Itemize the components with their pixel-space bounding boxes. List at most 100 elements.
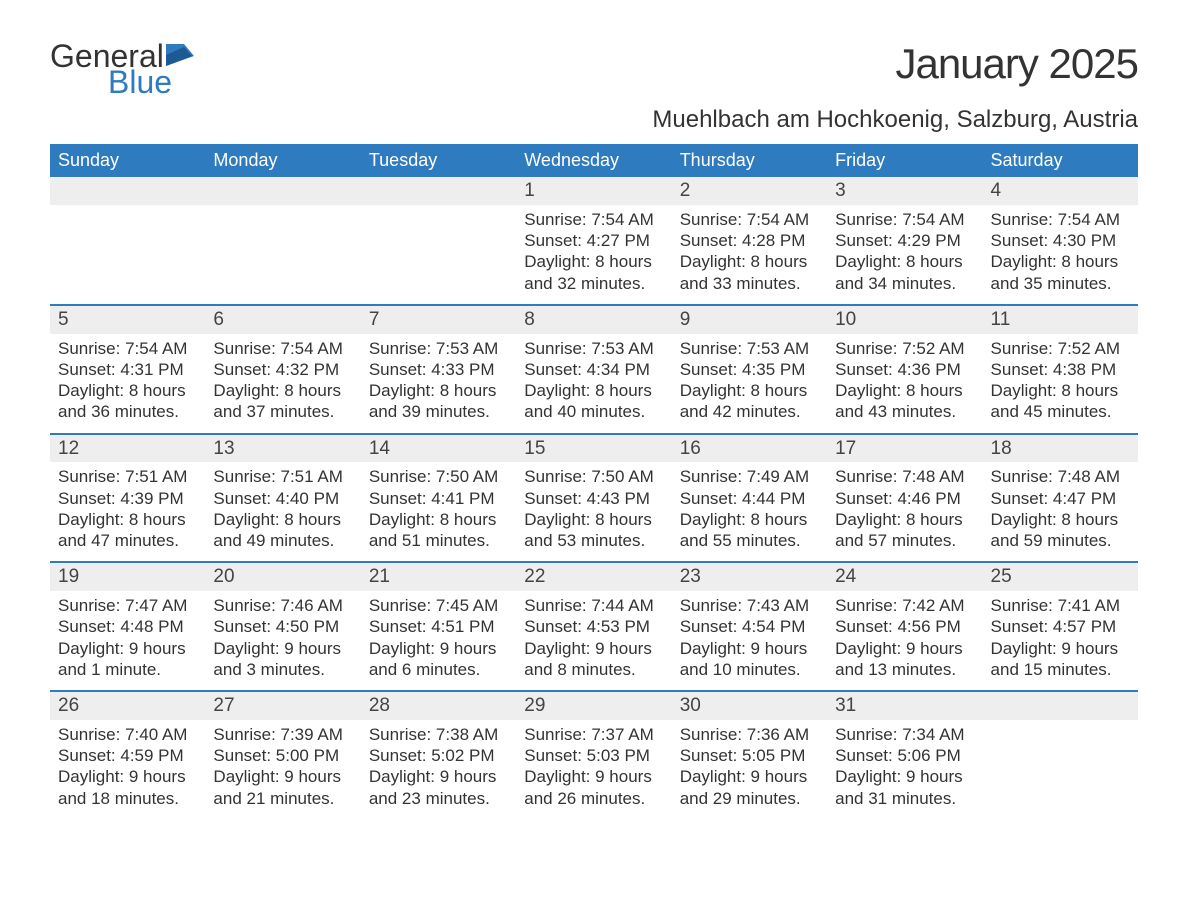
sunset-text: Sunset: 4:30 PM	[991, 230, 1130, 251]
daylight-text: Daylight: 8 hours and 49 minutes.	[213, 509, 352, 552]
sunrise-text: Sunrise: 7:52 AM	[835, 338, 974, 359]
calendar-day-content: Sunrise: 7:38 AMSunset: 5:02 PMDaylight:…	[361, 720, 516, 819]
sunrise-text: Sunrise: 7:47 AM	[58, 595, 197, 616]
calendar-day-cell: 18Sunrise: 7:48 AMSunset: 4:47 PMDayligh…	[983, 435, 1138, 562]
sunset-text: Sunset: 5:02 PM	[369, 745, 508, 766]
calendar-day-number: 22	[516, 563, 671, 591]
calendar-day-cell: 19Sunrise: 7:47 AMSunset: 4:48 PMDayligh…	[50, 563, 205, 690]
sunrise-text: Sunrise: 7:54 AM	[524, 209, 663, 230]
calendar-day-cell: 23Sunrise: 7:43 AMSunset: 4:54 PMDayligh…	[672, 563, 827, 690]
daylight-text: Daylight: 9 hours and 6 minutes.	[369, 638, 508, 681]
calendar-day-cell: 3Sunrise: 7:54 AMSunset: 4:29 PMDaylight…	[827, 177, 982, 304]
calendar-day-content: Sunrise: 7:51 AMSunset: 4:39 PMDaylight:…	[50, 462, 205, 561]
calendar-day-number: 21	[361, 563, 516, 591]
sunset-text: Sunset: 5:03 PM	[524, 745, 663, 766]
daylight-text: Daylight: 8 hours and 35 minutes.	[991, 251, 1130, 294]
calendar-day-cell: 22Sunrise: 7:44 AMSunset: 4:53 PMDayligh…	[516, 563, 671, 690]
calendar-header-cell: Monday	[205, 144, 360, 177]
sunset-text: Sunset: 4:39 PM	[58, 488, 197, 509]
sunrise-text: Sunrise: 7:40 AM	[58, 724, 197, 745]
calendar-day-cell: 11Sunrise: 7:52 AMSunset: 4:38 PMDayligh…	[983, 306, 1138, 433]
daylight-text: Daylight: 8 hours and 32 minutes.	[524, 251, 663, 294]
sunrise-text: Sunrise: 7:49 AM	[680, 466, 819, 487]
daylight-text: Daylight: 9 hours and 18 minutes.	[58, 766, 197, 809]
sunrise-text: Sunrise: 7:37 AM	[524, 724, 663, 745]
daylight-text: Daylight: 8 hours and 40 minutes.	[524, 380, 663, 423]
calendar-day-content: Sunrise: 7:48 AMSunset: 4:46 PMDaylight:…	[827, 462, 982, 561]
calendar-day-number: 28	[361, 692, 516, 720]
calendar-day-number: 13	[205, 435, 360, 463]
calendar-day-number: 16	[672, 435, 827, 463]
calendar-day-content: Sunrise: 7:46 AMSunset: 4:50 PMDaylight:…	[205, 591, 360, 690]
calendar-day-content: Sunrise: 7:39 AMSunset: 5:00 PMDaylight:…	[205, 720, 360, 819]
calendar-day-number: 6	[205, 306, 360, 334]
sunset-text: Sunset: 4:29 PM	[835, 230, 974, 251]
sunset-text: Sunset: 4:36 PM	[835, 359, 974, 380]
logo-text: General Blue	[50, 40, 196, 98]
calendar-day-content: Sunrise: 7:44 AMSunset: 4:53 PMDaylight:…	[516, 591, 671, 690]
calendar-day-cell: 14Sunrise: 7:50 AMSunset: 4:41 PMDayligh…	[361, 435, 516, 562]
calendar-day-content: Sunrise: 7:53 AMSunset: 4:35 PMDaylight:…	[672, 334, 827, 433]
calendar-day-content: Sunrise: 7:41 AMSunset: 4:57 PMDaylight:…	[983, 591, 1138, 690]
calendar-day-content: Sunrise: 7:54 AMSunset: 4:28 PMDaylight:…	[672, 205, 827, 304]
calendar-day-number: 29	[516, 692, 671, 720]
calendar-day-content: Sunrise: 7:42 AMSunset: 4:56 PMDaylight:…	[827, 591, 982, 690]
sunset-text: Sunset: 4:51 PM	[369, 616, 508, 637]
sunrise-text: Sunrise: 7:38 AM	[369, 724, 508, 745]
sunset-text: Sunset: 4:50 PM	[213, 616, 352, 637]
calendar-header-cell: Friday	[827, 144, 982, 177]
calendar-day-cell	[205, 177, 360, 304]
calendar-day-number: 25	[983, 563, 1138, 591]
sunrise-text: Sunrise: 7:41 AM	[991, 595, 1130, 616]
calendar-week: 5Sunrise: 7:54 AMSunset: 4:31 PMDaylight…	[50, 304, 1138, 433]
sunrise-text: Sunrise: 7:44 AM	[524, 595, 663, 616]
sunset-text: Sunset: 4:27 PM	[524, 230, 663, 251]
sunrise-text: Sunrise: 7:53 AM	[369, 338, 508, 359]
calendar-day-content: Sunrise: 7:50 AMSunset: 4:43 PMDaylight:…	[516, 462, 671, 561]
calendar-day-cell: 8Sunrise: 7:53 AMSunset: 4:34 PMDaylight…	[516, 306, 671, 433]
sunset-text: Sunset: 4:41 PM	[369, 488, 508, 509]
sunset-text: Sunset: 5:06 PM	[835, 745, 974, 766]
calendar-day-number: 8	[516, 306, 671, 334]
daylight-text: Daylight: 9 hours and 10 minutes.	[680, 638, 819, 681]
daylight-text: Daylight: 9 hours and 21 minutes.	[213, 766, 352, 809]
calendar-day-number: 2	[672, 177, 827, 205]
calendar-day-content: Sunrise: 7:43 AMSunset: 4:54 PMDaylight:…	[672, 591, 827, 690]
calendar-day-cell: 26Sunrise: 7:40 AMSunset: 4:59 PMDayligh…	[50, 692, 205, 819]
sunrise-text: Sunrise: 7:43 AM	[680, 595, 819, 616]
calendar-day-number: 1	[516, 177, 671, 205]
sunset-text: Sunset: 4:46 PM	[835, 488, 974, 509]
calendar-day-number: 18	[983, 435, 1138, 463]
calendar-day-number	[50, 177, 205, 205]
calendar-day-content: Sunrise: 7:54 AMSunset: 4:30 PMDaylight:…	[983, 205, 1138, 304]
calendar-day-cell: 30Sunrise: 7:36 AMSunset: 5:05 PMDayligh…	[672, 692, 827, 819]
daylight-text: Daylight: 8 hours and 42 minutes.	[680, 380, 819, 423]
title-block: January 2025 Muehlbach am Hochkoenig, Sa…	[652, 40, 1138, 134]
calendar: SundayMondayTuesdayWednesdayThursdayFrid…	[50, 144, 1138, 819]
calendar-day-content: Sunrise: 7:53 AMSunset: 4:34 PMDaylight:…	[516, 334, 671, 433]
calendar-day-content: Sunrise: 7:54 AMSunset: 4:32 PMDaylight:…	[205, 334, 360, 433]
sunrise-text: Sunrise: 7:52 AM	[991, 338, 1130, 359]
calendar-header-row: SundayMondayTuesdayWednesdayThursdayFrid…	[50, 144, 1138, 177]
sunset-text: Sunset: 5:05 PM	[680, 745, 819, 766]
sunset-text: Sunset: 4:54 PM	[680, 616, 819, 637]
sunset-text: Sunset: 4:34 PM	[524, 359, 663, 380]
calendar-week: 1Sunrise: 7:54 AMSunset: 4:27 PMDaylight…	[50, 177, 1138, 304]
daylight-text: Daylight: 9 hours and 23 minutes.	[369, 766, 508, 809]
calendar-day-cell: 13Sunrise: 7:51 AMSunset: 4:40 PMDayligh…	[205, 435, 360, 562]
sunset-text: Sunset: 4:43 PM	[524, 488, 663, 509]
calendar-day-cell: 1 Sunrise: 7:54 AMSunset: 4:27 PMDaylight…	[516, 177, 671, 304]
sunset-text: Sunset: 4:47 PM	[991, 488, 1130, 509]
sunset-text: Sunset: 4:53 PM	[524, 616, 663, 637]
sunrise-text: Sunrise: 7:50 AM	[369, 466, 508, 487]
daylight-text: Daylight: 9 hours and 1 minute.	[58, 638, 197, 681]
daylight-text: Daylight: 9 hours and 3 minutes.	[213, 638, 352, 681]
page-header: General Blue January 2025 Muehlbach am H…	[50, 40, 1138, 134]
daylight-text: Daylight: 8 hours and 51 minutes.	[369, 509, 508, 552]
daylight-text: Daylight: 8 hours and 47 minutes.	[58, 509, 197, 552]
daylight-text: Daylight: 8 hours and 34 minutes.	[835, 251, 974, 294]
daylight-text: Daylight: 8 hours and 36 minutes.	[58, 380, 197, 423]
calendar-day-content: Sunrise: 7:36 AMSunset: 5:05 PMDaylight:…	[672, 720, 827, 819]
calendar-day-cell: 10Sunrise: 7:52 AMSunset: 4:36 PMDayligh…	[827, 306, 982, 433]
calendar-day-content: Sunrise: 7:37 AMSunset: 5:03 PMDaylight:…	[516, 720, 671, 819]
